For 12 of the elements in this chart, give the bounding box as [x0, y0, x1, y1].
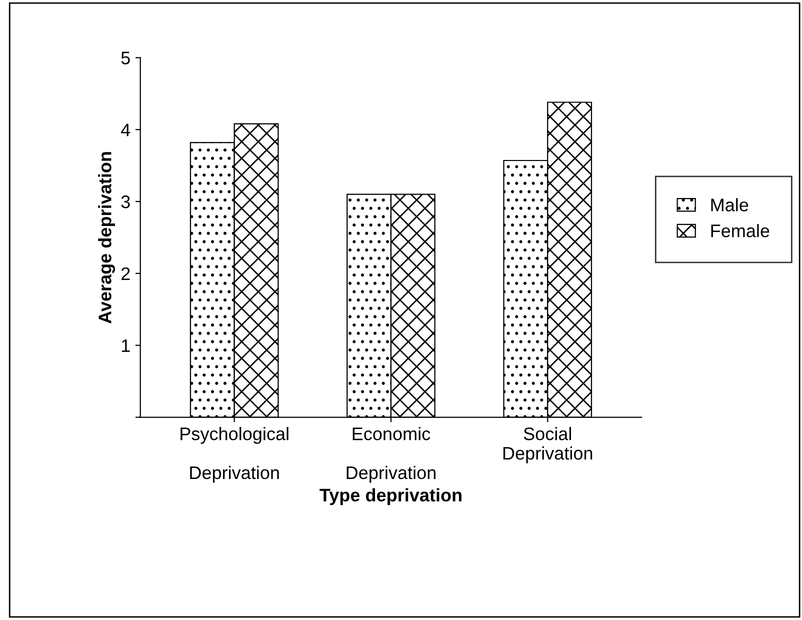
y-tick-label: 4 — [121, 124, 130, 136]
y-tick-label: 3 — [121, 195, 130, 208]
y-tick-label: 2 — [121, 267, 130, 280]
y-tick-label: 5 — [121, 52, 130, 64]
y-tick-label: 1 — [122, 339, 130, 352]
legend-label: Male — [711, 198, 748, 212]
y-axis-title: Average deprivation — [98, 152, 116, 324]
x-axis-title: Type deprivation — [320, 488, 462, 506]
category-label: Economic Deprivation — [346, 426, 436, 483]
category-label: Psychological Deprivation — [180, 426, 288, 483]
legend-label: Female — [711, 224, 770, 238]
x-tick-label: Social Deprivation — [503, 426, 592, 464]
